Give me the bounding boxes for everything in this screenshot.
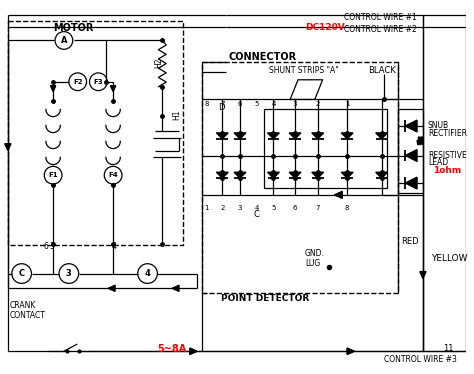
Text: F1: F1 [48,172,58,178]
Text: SNUB: SNUB [428,121,449,130]
Text: A: A [61,36,67,45]
Text: POINT DETECTOR: POINT DETECTOR [221,294,310,303]
Text: 3: 3 [238,205,242,211]
Text: C: C [18,269,25,278]
Text: 1ohm: 1ohm [433,166,461,175]
Polygon shape [405,150,417,162]
Text: 4: 4 [255,205,259,211]
Text: 6: 6 [238,101,242,107]
Text: F2: F2 [73,79,82,85]
Polygon shape [376,133,388,139]
Text: H2: H2 [155,57,164,68]
Text: 4: 4 [145,269,150,278]
Polygon shape [289,172,301,178]
Polygon shape [335,191,342,199]
Text: CRANK: CRANK [10,301,36,310]
Bar [398,109,423,193]
Text: C: C [254,209,260,219]
Polygon shape [341,133,353,139]
Text: H1: H1 [172,109,181,120]
Text: LEAD: LEAD [428,159,448,168]
Polygon shape [289,133,301,139]
Polygon shape [190,348,197,354]
Text: 7: 7 [220,101,225,107]
Text: CONTACT: CONTACT [10,311,46,320]
Text: F4: F4 [108,172,118,178]
Polygon shape [267,133,279,139]
Text: D: D [219,103,225,113]
Text: CONTROL WIRE #3: CONTROL WIRE #3 [383,355,456,364]
Text: RECTIFIER: RECTIFIER [428,129,467,138]
Polygon shape [172,285,179,291]
Text: DC120V: DC120V [305,23,345,32]
Polygon shape [312,172,324,178]
Text: 7: 7 [315,205,320,211]
Text: 3: 3 [293,101,297,107]
Text: 11: 11 [443,344,453,353]
Text: 8: 8 [345,205,349,211]
Text: CONTROL WIRE #1: CONTROL WIRE #1 [344,13,417,22]
Polygon shape [347,348,354,354]
Bar [8,21,183,245]
Text: 2: 2 [316,101,320,107]
Text: 5~8A: 5~8A [157,344,187,355]
Text: LUG: LUG [305,259,320,268]
Text: GND.: GND. [305,249,325,258]
Polygon shape [110,86,116,92]
Polygon shape [267,172,279,178]
Bar [264,109,386,188]
Polygon shape [347,348,354,354]
Polygon shape [217,172,228,178]
Text: 5: 5 [255,101,259,107]
Text: F3: F3 [93,79,103,85]
Polygon shape [405,177,417,189]
Polygon shape [420,272,426,279]
Polygon shape [190,348,197,354]
Text: YELLOW: YELLOW [431,254,467,263]
Polygon shape [405,120,417,132]
Text: 1: 1 [345,101,349,107]
Text: CONTROL WIRE #2: CONTROL WIRE #2 [344,25,417,34]
Text: RED: RED [401,237,419,246]
Bar [201,62,398,293]
Text: RESISTIVE: RESISTIVE [428,151,466,160]
Polygon shape [217,133,228,139]
Text: 5: 5 [271,205,275,211]
Text: 8: 8 [204,101,209,107]
Polygon shape [50,86,56,92]
Text: MOTOR: MOTOR [54,23,94,33]
Polygon shape [234,133,246,139]
Text: 6: 6 [43,242,48,251]
Text: 4: 4 [271,101,275,107]
Polygon shape [312,133,324,139]
Polygon shape [341,172,353,178]
Polygon shape [376,172,388,178]
Text: 2: 2 [220,205,225,211]
Text: 6: 6 [293,205,297,211]
Polygon shape [234,172,246,178]
Text: 3: 3 [66,269,72,278]
Polygon shape [5,144,11,151]
Text: SHUNT STRIPS "A": SHUNT STRIPS "A" [268,66,338,75]
Polygon shape [108,285,115,291]
Text: CONNECTOR: CONNECTOR [228,52,296,62]
Text: 3: 3 [49,242,54,251]
Text: BLACK: BLACK [368,66,396,75]
Text: 4: 4 [111,242,116,251]
Text: 1: 1 [204,205,209,211]
